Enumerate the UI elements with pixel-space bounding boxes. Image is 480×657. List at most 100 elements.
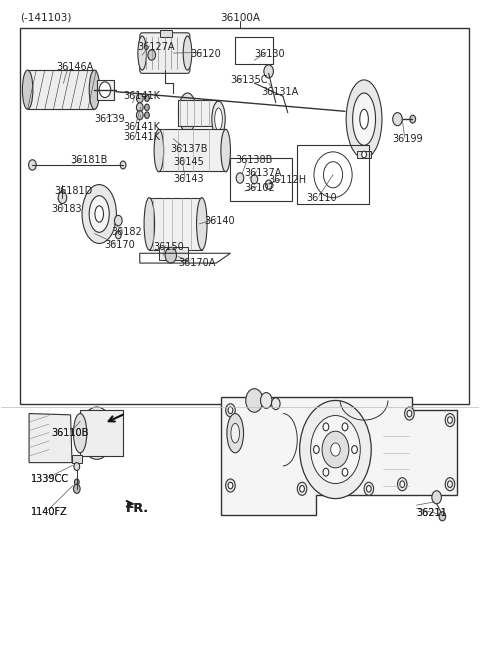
Text: 36141K: 36141K [123, 122, 160, 132]
Bar [28, 70, 95, 109]
Text: 36130: 36130 [254, 49, 285, 58]
Text: 36112H: 36112H [269, 175, 307, 185]
Text: 36211: 36211 [417, 508, 447, 518]
Ellipse shape [144, 198, 155, 250]
Circle shape [144, 104, 149, 110]
Text: 36183: 36183 [51, 204, 82, 214]
Bar [297, 145, 369, 204]
Circle shape [272, 398, 280, 409]
Circle shape [445, 478, 455, 491]
FancyBboxPatch shape [140, 33, 190, 74]
Text: 36127A: 36127A [137, 42, 175, 52]
Circle shape [364, 482, 373, 495]
Text: 36181D: 36181D [54, 186, 92, 196]
Text: 36137B: 36137B [171, 144, 208, 154]
Circle shape [439, 512, 446, 521]
Text: 36102: 36102 [245, 183, 276, 193]
Ellipse shape [23, 70, 33, 109]
Circle shape [226, 479, 235, 492]
Text: FR.: FR. [125, 502, 149, 515]
Ellipse shape [346, 80, 382, 158]
Circle shape [397, 478, 407, 491]
Text: (-141103): (-141103) [21, 12, 72, 23]
Bar [235, 37, 274, 64]
Text: 1339CC: 1339CC [31, 474, 69, 484]
Ellipse shape [183, 36, 192, 70]
Ellipse shape [353, 93, 375, 145]
Bar [230, 158, 292, 201]
Circle shape [144, 112, 149, 118]
Circle shape [311, 415, 360, 484]
Text: 36211: 36211 [417, 508, 447, 518]
Circle shape [432, 491, 442, 504]
Text: 36139: 36139 [95, 114, 125, 124]
Circle shape [366, 486, 371, 492]
Circle shape [148, 50, 156, 60]
Circle shape [447, 481, 452, 487]
Text: 36135C: 36135C [230, 75, 268, 85]
Text: 1140FZ: 1140FZ [31, 507, 68, 516]
Circle shape [445, 413, 455, 426]
Ellipse shape [89, 70, 100, 109]
Ellipse shape [95, 206, 104, 222]
Circle shape [29, 160, 36, 170]
Circle shape [405, 407, 414, 420]
Text: 36170A: 36170A [178, 258, 216, 268]
Circle shape [228, 407, 233, 413]
Ellipse shape [80, 407, 114, 459]
Bar [80, 410, 123, 456]
Circle shape [400, 481, 405, 487]
Bar [159, 129, 226, 171]
Bar [160, 30, 172, 37]
Ellipse shape [215, 108, 222, 130]
Circle shape [362, 151, 366, 158]
Text: 36138B: 36138B [235, 155, 273, 166]
Circle shape [228, 482, 233, 489]
Ellipse shape [221, 129, 230, 172]
Ellipse shape [89, 196, 109, 233]
Text: 36182: 36182 [111, 227, 142, 237]
Text: 36137A: 36137A [245, 168, 282, 178]
Ellipse shape [179, 93, 197, 132]
Circle shape [58, 192, 67, 204]
Bar [159, 247, 188, 260]
Text: 36146A: 36146A [56, 62, 94, 72]
Circle shape [407, 410, 412, 417]
Text: 36199: 36199 [393, 134, 423, 144]
Bar [149, 198, 202, 250]
Circle shape [300, 486, 304, 492]
Ellipse shape [231, 423, 240, 443]
Text: 36140: 36140 [204, 215, 235, 225]
Circle shape [120, 161, 126, 169]
Circle shape [236, 173, 244, 183]
Text: 36120: 36120 [190, 49, 221, 58]
Text: 36170: 36170 [104, 240, 135, 250]
Circle shape [99, 82, 111, 97]
Circle shape [265, 180, 272, 189]
Circle shape [261, 393, 272, 408]
Circle shape [136, 102, 143, 112]
Bar [97, 80, 114, 99]
Circle shape [410, 115, 416, 123]
Circle shape [246, 389, 263, 412]
Circle shape [165, 248, 177, 263]
Text: 36143: 36143 [173, 174, 204, 185]
Text: 36110: 36110 [307, 193, 337, 202]
Circle shape [144, 95, 149, 101]
Circle shape [300, 401, 371, 499]
Ellipse shape [212, 101, 225, 137]
Bar [357, 150, 371, 158]
Circle shape [323, 423, 329, 431]
Text: 36110B: 36110B [51, 428, 89, 438]
Circle shape [251, 175, 258, 184]
Circle shape [323, 468, 329, 476]
Circle shape [116, 231, 121, 239]
Ellipse shape [154, 129, 164, 172]
Text: 36131A: 36131A [262, 87, 299, 97]
Ellipse shape [82, 185, 116, 244]
Text: 36181B: 36181B [71, 154, 108, 165]
Ellipse shape [360, 109, 368, 129]
Text: 36150: 36150 [153, 242, 184, 252]
Circle shape [297, 482, 307, 495]
Circle shape [264, 65, 274, 78]
